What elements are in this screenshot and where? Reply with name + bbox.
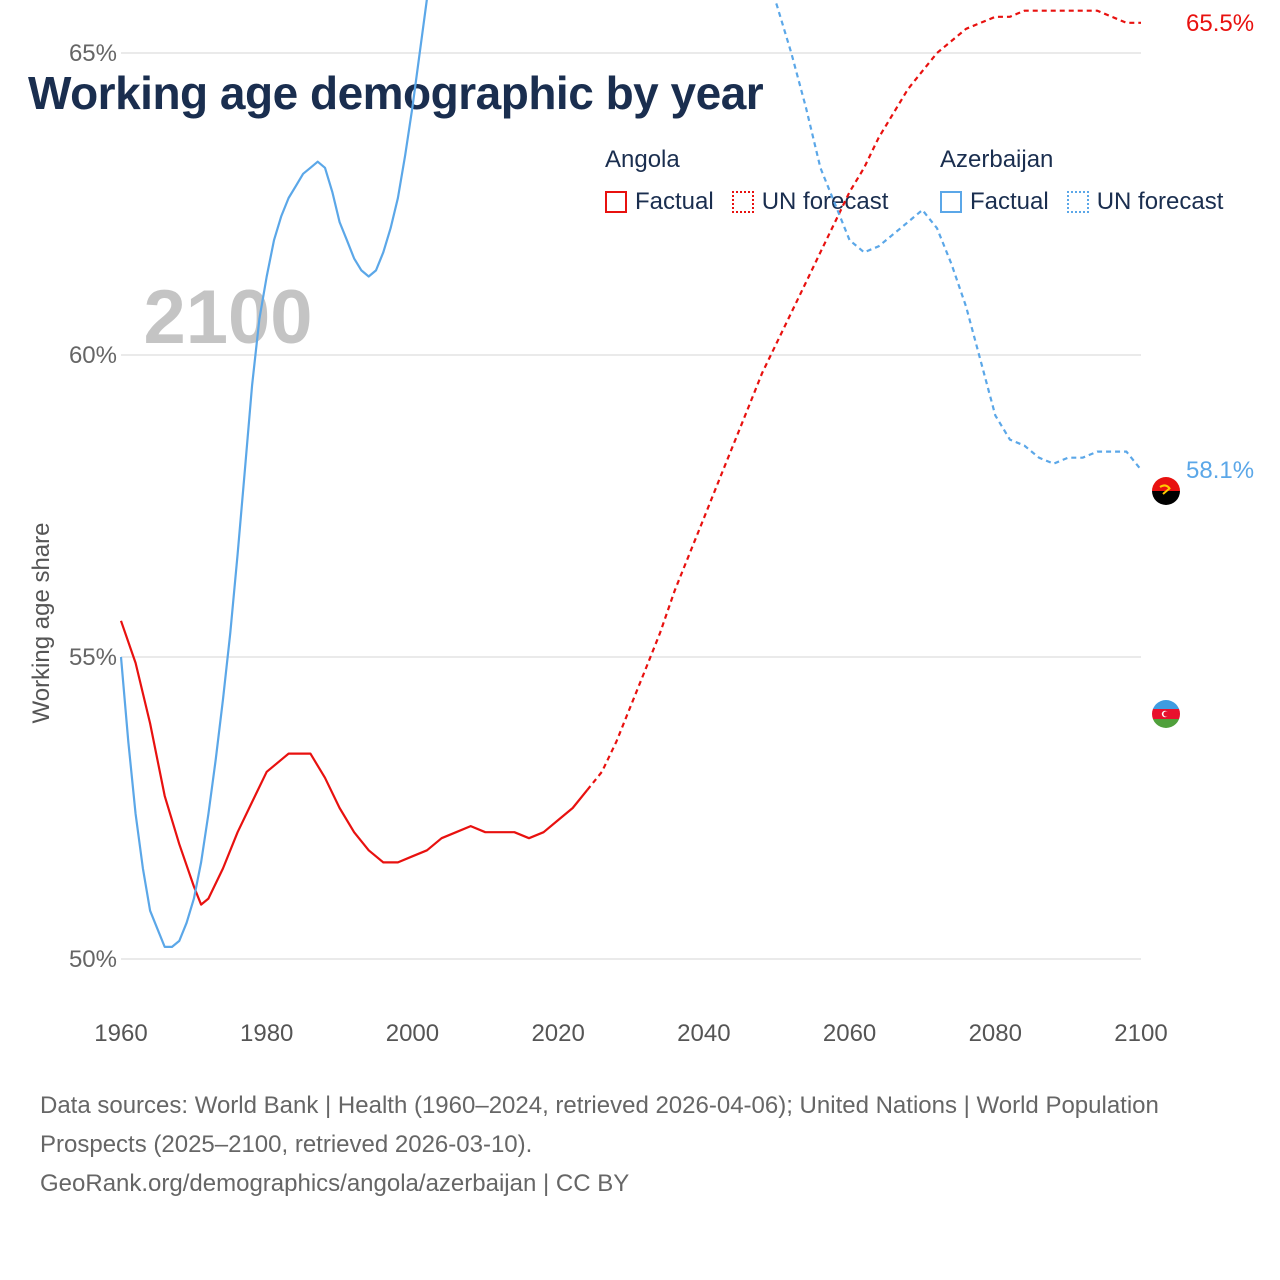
y-tick-label: 65% xyxy=(69,40,117,67)
series-line-angola-factual xyxy=(119,620,589,906)
year-watermark: 2100 xyxy=(143,275,312,360)
end-labels: 65.5% 58.1% xyxy=(1186,10,1254,484)
legend-swatch-dotted xyxy=(731,191,754,213)
flag-angola-icon xyxy=(1152,477,1180,505)
x-tick-label: 2100 xyxy=(1114,1020,1167,1047)
series-line-angola-forecast xyxy=(586,9,1141,791)
y-tick-label: 60% xyxy=(69,342,117,369)
series-line-azerbaijan-factual xyxy=(119,0,428,948)
x-tick-label: 2020 xyxy=(531,1020,584,1047)
legend-group-azerbaijan: Azerbaijan Factual UN forecast xyxy=(940,146,1241,216)
end-label-azerbaijan: 58.1% xyxy=(1186,457,1254,484)
data-sources: Data sources: World Bank | Health (1960–… xyxy=(40,1092,1159,1158)
x-tick-labels: 1960 1980 2000 2020 2040 2060 2080 2100 xyxy=(94,1020,1167,1047)
footer: Data sources: World Bank | Health (1960–… xyxy=(40,1086,1170,1203)
legend-label: Factual xyxy=(635,188,714,215)
y-tick-label: 55% xyxy=(69,644,117,671)
x-tick-label: 2060 xyxy=(823,1020,876,1047)
legend-country-angola: Angola xyxy=(605,146,680,173)
legend-label: UN forecast xyxy=(1096,188,1224,215)
legend-label: Factual xyxy=(970,188,1049,215)
legend-azerbaijan-factual[interactable]: Factual xyxy=(940,188,1049,216)
legend-swatch-dotted xyxy=(1066,191,1089,213)
x-tick-label: 2000 xyxy=(386,1020,439,1047)
line-chart: 2100 50%55%60%65%70% 1960198020002020204… xyxy=(69,0,1254,1047)
x-tick-label: 2080 xyxy=(969,1020,1022,1047)
legend-country-azerbaijan: Azerbaijan xyxy=(940,146,1054,173)
end-label-angola: 65.5% xyxy=(1186,10,1254,37)
series-line-azerbaijan-forecast xyxy=(773,0,1142,471)
legend-group-angola: Angola Factual UN forecast xyxy=(605,146,906,216)
legend-swatch-solid xyxy=(940,191,962,213)
source-link[interactable]: GeoRank.org/demographics/angola/azerbaij… xyxy=(40,1170,630,1197)
x-tick-label: 1960 xyxy=(94,1020,147,1047)
x-tick-label: 2040 xyxy=(677,1020,730,1047)
chart-title: Working age demographic by year xyxy=(28,67,764,119)
legend-angola-forecast[interactable]: UN forecast xyxy=(731,188,889,216)
flag-azerbaijan-icon xyxy=(1152,700,1180,728)
series-lines xyxy=(119,0,1142,948)
legend-angola-factual[interactable]: Factual xyxy=(605,188,714,216)
x-tick-label: 1980 xyxy=(240,1020,293,1047)
legend-azerbaijan-forecast[interactable]: UN forecast xyxy=(1066,188,1224,216)
y-tick-label: 50% xyxy=(69,946,117,973)
y-tick-labels: 50%55%60%65%70% xyxy=(69,40,117,973)
legend-swatch-solid xyxy=(605,191,627,213)
legend-label: UN forecast xyxy=(761,188,889,215)
grid-lines xyxy=(121,52,1141,960)
